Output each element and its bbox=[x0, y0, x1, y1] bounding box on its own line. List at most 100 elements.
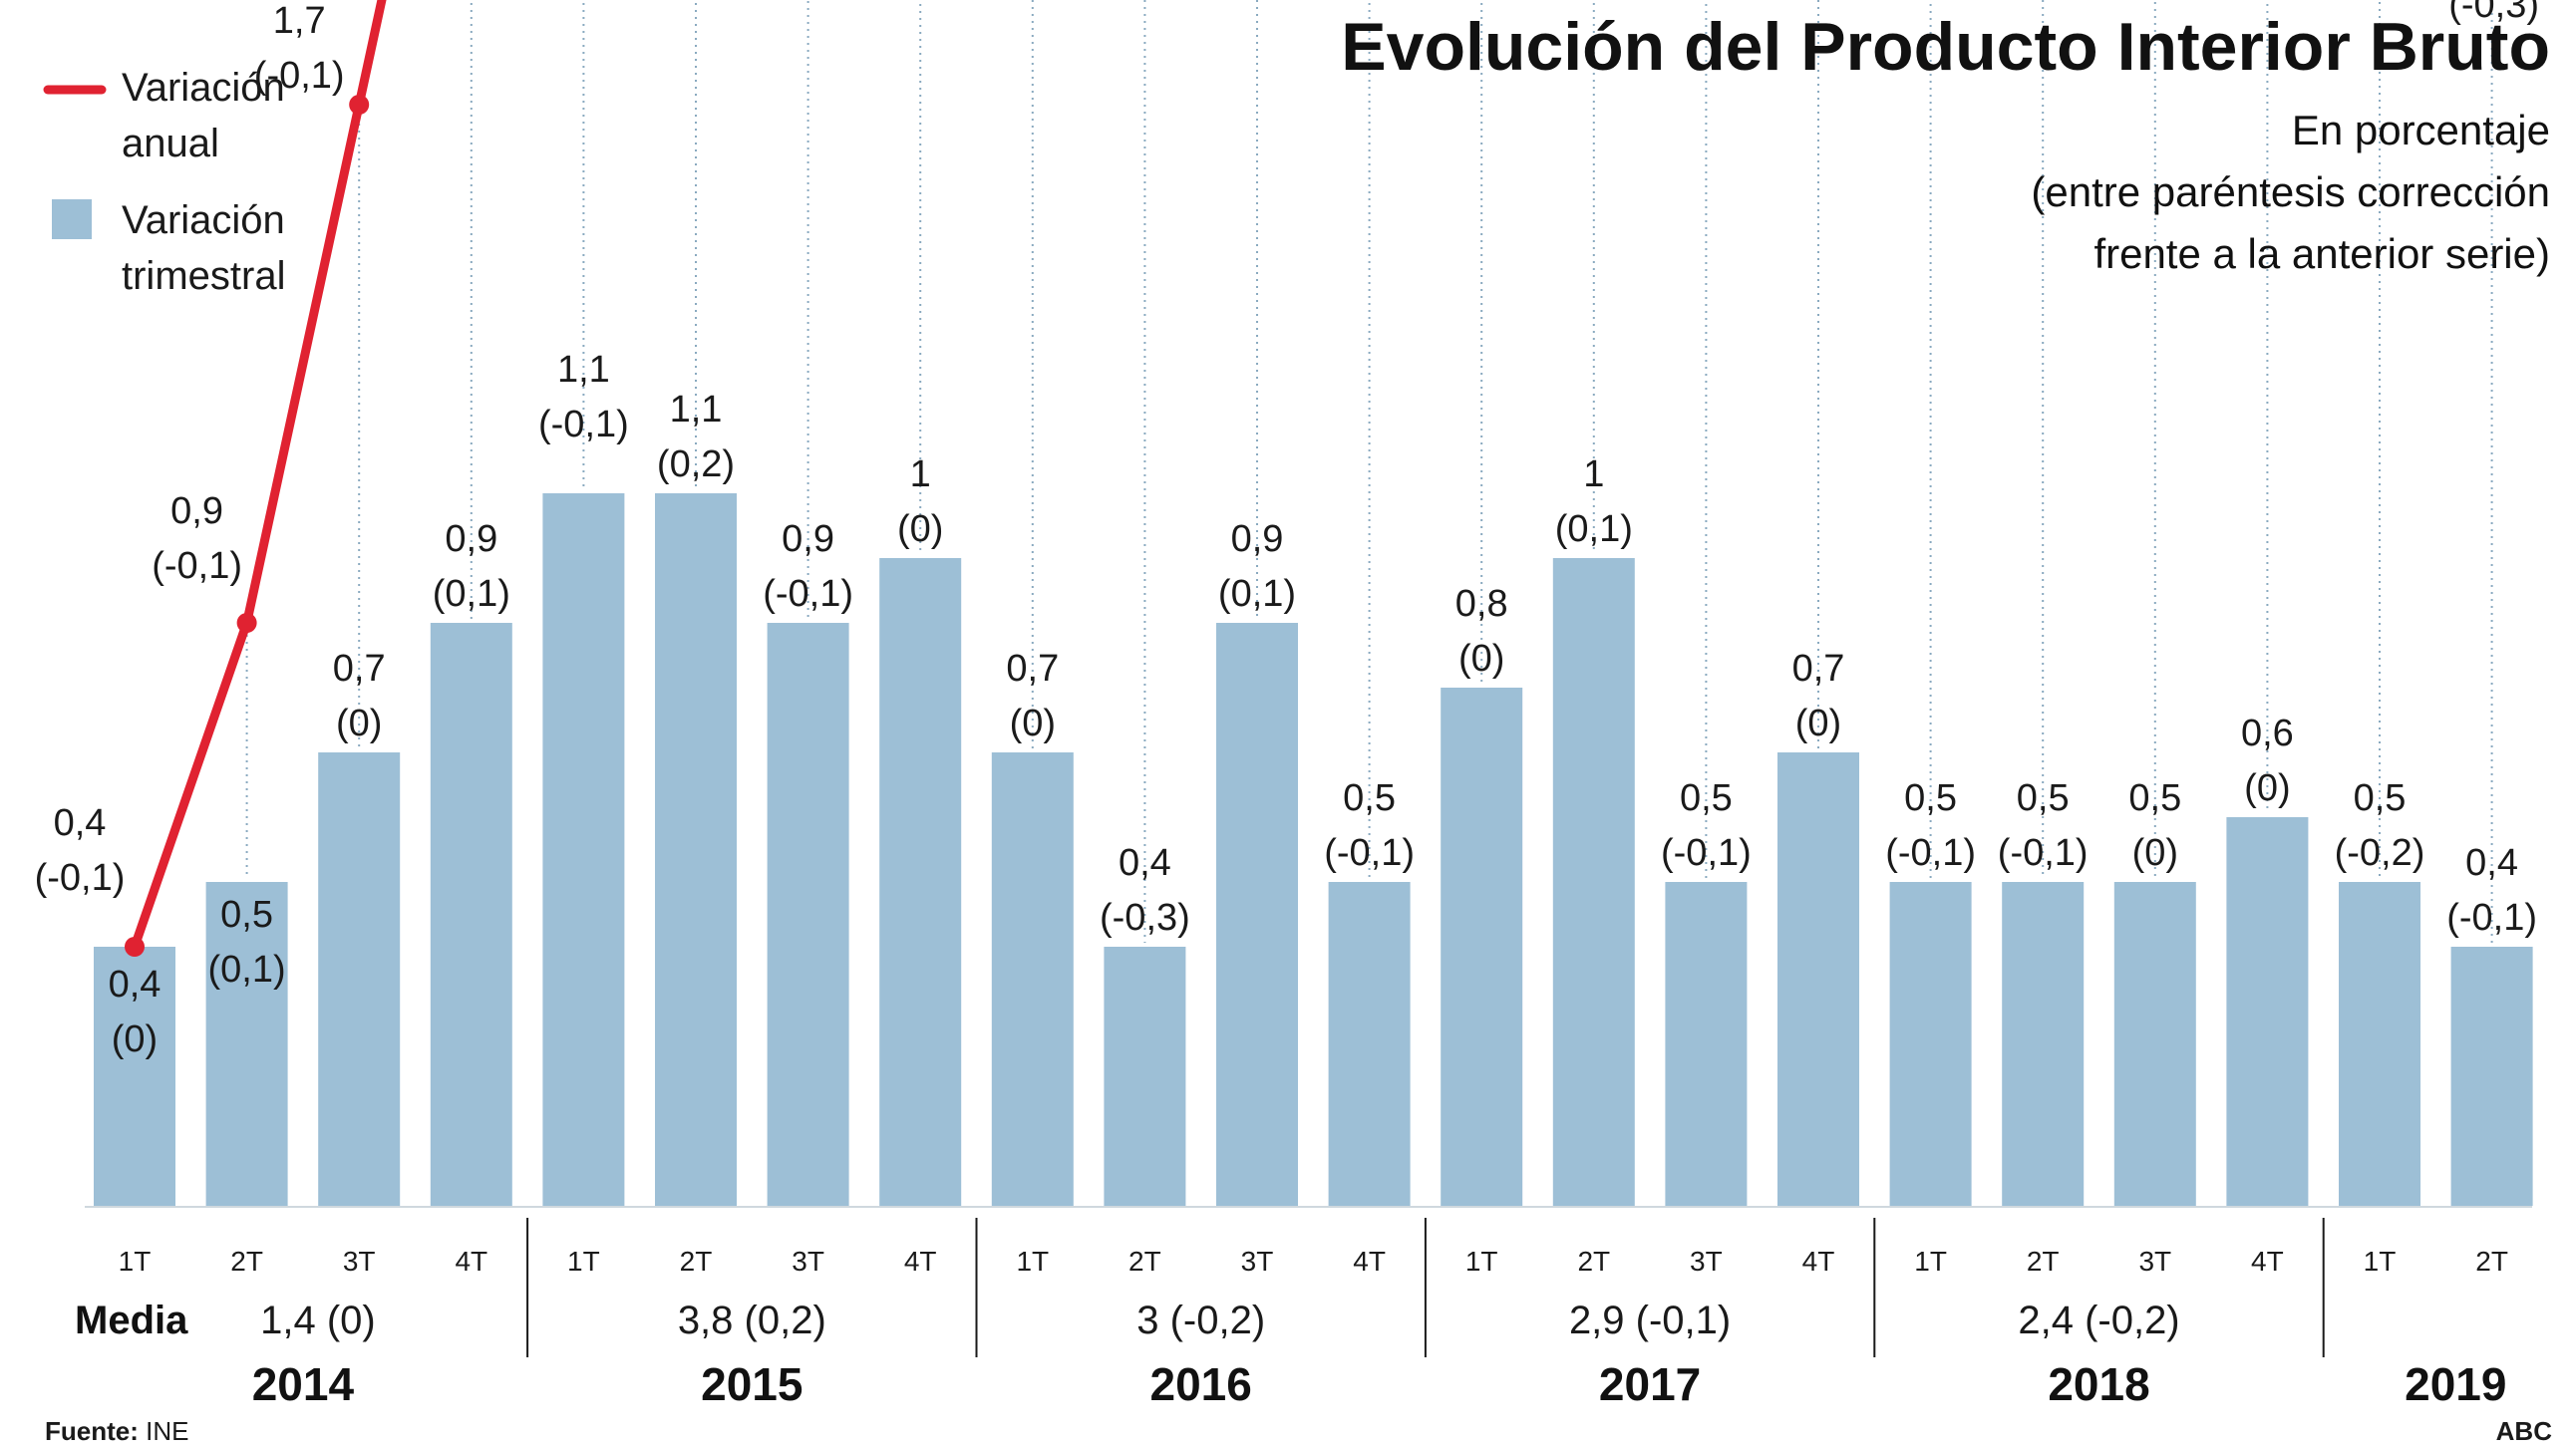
quarter-tick-label: 3T bbox=[343, 1246, 376, 1277]
quarter-tick-label: 3T bbox=[1690, 1246, 1723, 1277]
quarter-tick-label: 2T bbox=[2027, 1246, 2060, 1277]
annual-value-label: 1,7 bbox=[273, 0, 326, 42]
quarterly-label: 0,5 (-0,2) bbox=[2335, 777, 2425, 874]
source-label: Fuente: bbox=[45, 1416, 139, 1446]
quarterly-bar bbox=[2339, 882, 2420, 1206]
chart-subtitle-line: (entre paréntesis corrección bbox=[2031, 168, 2550, 215]
quarterly-value-label: 0,5 bbox=[1904, 777, 1957, 819]
chart-title: Evolución del Producto Interior Bruto bbox=[1341, 9, 2550, 85]
quarterly-label: 0,9 (-0,1) bbox=[763, 518, 853, 615]
quarter-tick-label: 1T bbox=[119, 1246, 152, 1277]
quarterly-value-label: 0,5 bbox=[1343, 777, 1396, 819]
quarterly-correction-label: (-0,1) bbox=[538, 404, 629, 445]
chart-subtitle-line: frente a la anterior serie) bbox=[2093, 230, 2550, 277]
quarterly-value-label: 0,9 bbox=[1231, 518, 1284, 560]
legend-bar-label: Variación bbox=[122, 198, 285, 242]
quarterly-value-label: 0,8 bbox=[1455, 583, 1508, 625]
quarterly-bar bbox=[542, 493, 625, 1206]
quarterly-correction-label: (0,2) bbox=[657, 443, 735, 485]
quarterly-bar bbox=[94, 947, 175, 1206]
quarterly-value-label: 0,7 bbox=[1792, 648, 1845, 690]
quarterly-value-label: 0,7 bbox=[333, 648, 386, 690]
quarter-tick-label: 1T bbox=[1914, 1246, 1947, 1277]
quarterly-correction-label: (-0,3) bbox=[1100, 897, 1190, 939]
quarterly-value-label: 1 bbox=[1583, 453, 1604, 495]
quarterly-label: 1(0) bbox=[897, 453, 943, 550]
annual-point bbox=[236, 613, 257, 633]
quarter-tick-label: 2T bbox=[2475, 1246, 2508, 1277]
quarterly-label: 0,8(0) bbox=[1455, 583, 1508, 680]
quarter-tick-label: 1T bbox=[1465, 1246, 1498, 1277]
quarterly-correction-label: (0) bbox=[336, 703, 382, 744]
quarterly-correction-label: (0) bbox=[2132, 832, 2178, 874]
quarterly-bar bbox=[2002, 882, 2085, 1206]
x-axis: 1T 2T 3T 4T 1T 2T 3T 4T 1T 2T 3T 4T 1T 2T 3T 4T 1T 2T 3T 4T… bbox=[75, 1206, 2532, 1410]
annual-value-label: 0,9 bbox=[170, 490, 223, 532]
annual-label: 0,4 (-0,1) bbox=[35, 802, 126, 899]
media-value: 3,8 (0,2) bbox=[678, 1299, 826, 1342]
quarterly-bar bbox=[1328, 882, 1411, 1206]
quarterly-correction-label: (0,1) bbox=[433, 573, 510, 615]
quarterly-correction-label: (0) bbox=[1010, 703, 1056, 744]
quarter-tick-label: 3T bbox=[2138, 1246, 2171, 1277]
quarterly-bar bbox=[1552, 558, 1635, 1206]
quarter-tick-label: 4T bbox=[904, 1246, 937, 1277]
quarter-tick-label: 1T bbox=[567, 1246, 600, 1277]
quarter-tick-label: 4T bbox=[455, 1246, 487, 1277]
year-label: 2014 bbox=[252, 1358, 355, 1410]
quarterly-label: 0,7(0) bbox=[1006, 648, 1059, 744]
quarterly-bar bbox=[991, 752, 1074, 1206]
quarterly-bar bbox=[879, 558, 962, 1206]
annual-points bbox=[125, 95, 370, 957]
year-label: 2019 bbox=[2405, 1358, 2506, 1410]
legend-line-label-2: anual bbox=[122, 122, 219, 165]
quarterly-label: 0,4 (-0,1) bbox=[2446, 842, 2537, 939]
annual-correction-label: (-0,1) bbox=[254, 55, 345, 97]
quarterly-label: 0,5 (-0,1) bbox=[1998, 777, 2089, 874]
quarterly-correction-label: (0) bbox=[897, 508, 943, 550]
quarterly-bar bbox=[1216, 623, 1298, 1206]
annual-label: 2,0(-0,3) bbox=[2448, 0, 2539, 26]
legend-bar-label-2: trimestral bbox=[122, 254, 285, 298]
source-note: Fuente: INE bbox=[45, 1416, 188, 1446]
quarterly-correction-label: (0,1) bbox=[208, 949, 286, 991]
annual-correction-label: (-0,3) bbox=[2448, 0, 2539, 26]
quarterly-value-label: 0,5 bbox=[2017, 777, 2070, 819]
quarterly-value-label: 0,9 bbox=[782, 518, 834, 560]
quarterly-labels: 0,4(0)0,5(0,1)0,7(0)0,9(0,1)1,1(-0,1) 1,1… bbox=[109, 349, 2537, 1060]
quarterly-label: 0,7(0) bbox=[1792, 648, 1845, 744]
quarterly-label: 0,6(0) bbox=[2241, 713, 2294, 809]
dotted-guides bbox=[245, 0, 2493, 943]
quarterly-correction-label: (-0,1) bbox=[1885, 832, 1976, 874]
source-value: INE bbox=[139, 1416, 189, 1446]
quarterly-bar bbox=[318, 752, 401, 1206]
quarter-tick-label: 4T bbox=[2251, 1246, 2284, 1277]
media-value: 3 (-0,2) bbox=[1136, 1299, 1265, 1342]
quarterly-value-label: 1 bbox=[910, 453, 931, 495]
media-value: 2,4 (-0,2) bbox=[2018, 1299, 2179, 1342]
annual-label: 0,9 (-0,1) bbox=[152, 490, 242, 587]
quarterly-correction-label: (0,1) bbox=[1555, 508, 1633, 550]
quarterly-value-label: 0,5 bbox=[2354, 777, 2407, 819]
quarterly-label: 0,5 (0,1) bbox=[208, 894, 286, 991]
quarter-tick-label: 2T bbox=[680, 1246, 713, 1277]
quarterly-value-label: 0,6 bbox=[2241, 713, 2294, 754]
chart-subtitle-line: En porcentaje bbox=[2292, 107, 2550, 153]
quarterly-correction-label: (-0,1) bbox=[1661, 832, 1752, 874]
quarterly-bar bbox=[2226, 817, 2309, 1206]
media-value: 1,4 (0) bbox=[260, 1299, 376, 1342]
annual-correction-label: (-0,1) bbox=[152, 545, 242, 587]
media-label: Media bbox=[75, 1299, 188, 1342]
quarter-tick-label: 1T bbox=[2364, 1246, 2397, 1277]
annual-value-label: 0,4 bbox=[54, 802, 107, 844]
quarterly-value-label: 0,7 bbox=[1006, 648, 1059, 690]
media-value: 2,9 (-0,1) bbox=[1569, 1299, 1731, 1342]
quarterly-label: 0,5 (-0,1) bbox=[1324, 777, 1415, 874]
quarterly-correction-label: (0) bbox=[1795, 703, 1841, 744]
quarterly-value-label: 1,1 bbox=[670, 389, 723, 431]
quarter-tick-label: 2T bbox=[1128, 1246, 1161, 1277]
quarterly-value-label: 0,5 bbox=[1680, 777, 1733, 819]
quarterly-label: 0,5 (-0,1) bbox=[1885, 777, 1976, 874]
quarterly-label: 0,5 (-0,1) bbox=[1661, 777, 1752, 874]
quarterly-correction-label: (-0,1) bbox=[1324, 832, 1415, 874]
